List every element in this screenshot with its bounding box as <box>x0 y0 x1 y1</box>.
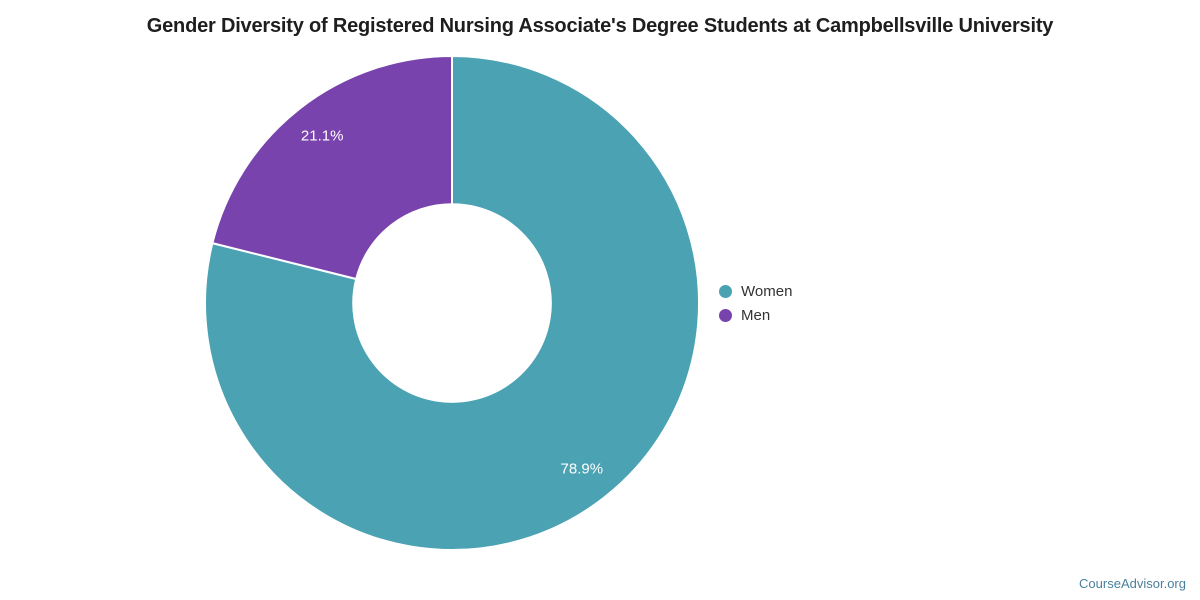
legend-label: Men <box>741 307 771 325</box>
watermark-link[interactable]: CourseAdvisor.org <box>1079 576 1186 591</box>
slice-label-women: 78.9% <box>561 460 604 477</box>
pie-slice-men[interactable] <box>211 55 453 280</box>
legend-item-men[interactable]: Men <box>719 304 792 329</box>
legend-marker-icon <box>719 284 732 298</box>
slice-label-men: 21.1% <box>301 128 344 145</box>
legend-item-women[interactable]: Women <box>719 279 792 304</box>
legend-label: Women <box>741 282 793 300</box>
legend-marker-icon <box>719 309 732 323</box>
pie-slice-women[interactable] <box>204 55 701 551</box>
chart-title: Gender Diversity of Registered Nursing A… <box>146 15 1054 37</box>
legend: Women Men <box>719 279 792 328</box>
